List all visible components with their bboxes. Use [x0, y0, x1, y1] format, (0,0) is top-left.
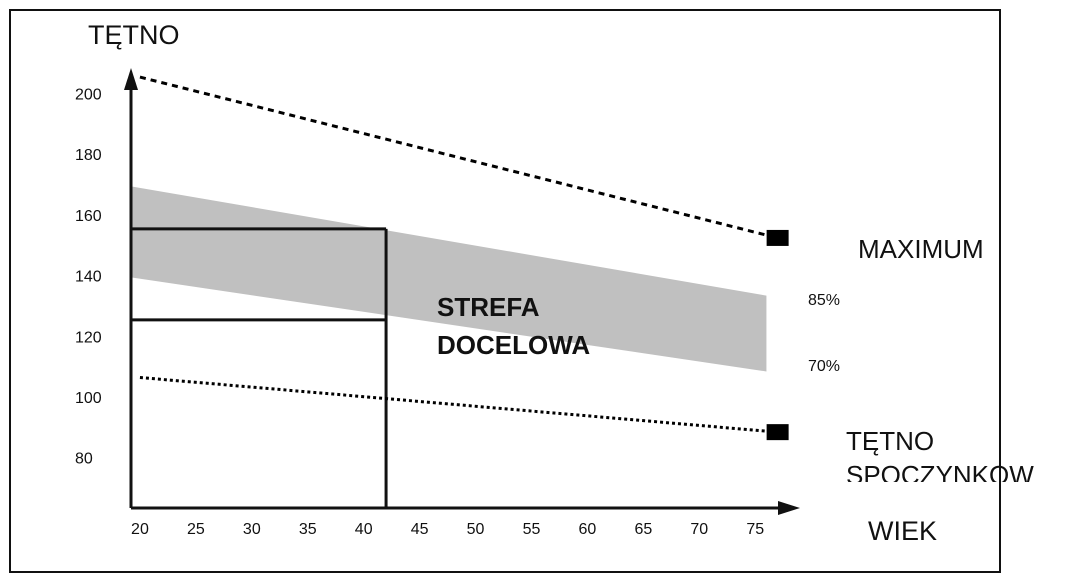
frame [9, 9, 1001, 573]
band-label: 70% [808, 358, 841, 375]
y-axis-arrow [124, 68, 138, 90]
zone-label: STREFA DOCELOWA [437, 292, 591, 360]
x-axis-arrow [778, 501, 800, 515]
x-axis-label: WIEK [868, 516, 938, 546]
x-tick-label: 20 [131, 521, 149, 538]
x-tick-label: 45 [411, 521, 429, 538]
series-line [139, 376, 778, 434]
end-marker [766, 229, 789, 246]
band-label: 85% [808, 292, 841, 309]
x-tick-label: 65 [634, 521, 652, 538]
y-tick-label: 180 [75, 147, 102, 164]
series-label: MAXIMUM [858, 234, 984, 264]
y-tick-label: 160 [75, 208, 102, 225]
x-tick-label: 50 [467, 521, 485, 538]
x-tick-label: 70 [690, 521, 708, 538]
x-tick-label: 55 [523, 521, 541, 538]
y-axis-label: TĘTNO [88, 20, 180, 50]
y-tick-label: 80 [75, 451, 93, 468]
x-tick-label: 35 [299, 521, 317, 538]
x-tick-label: 75 [746, 521, 764, 538]
end-marker [766, 424, 789, 441]
x-tick-label: 25 [187, 521, 205, 538]
y-tick-label: 200 [75, 87, 102, 104]
x-tick-label: 60 [579, 521, 597, 538]
y-tick-label: 140 [75, 269, 102, 286]
x-tick-label: 40 [355, 521, 373, 538]
x-tick-label: 30 [243, 521, 261, 538]
y-tick-label: 120 [75, 329, 102, 346]
series-label: TĘTNO SPOCZYNKOW [846, 426, 1034, 482]
y-tick-label: 100 [75, 390, 102, 407]
target-zone [131, 186, 767, 372]
